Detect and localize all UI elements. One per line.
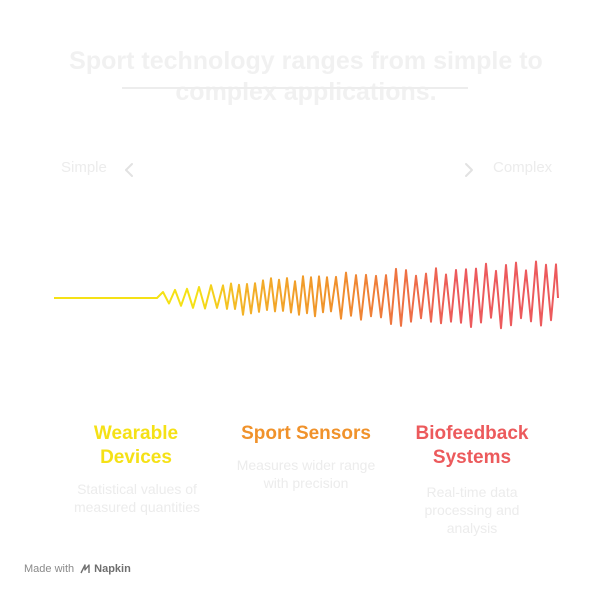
waveform-line: [54, 260, 559, 330]
scale-label-simple: Simple: [61, 159, 107, 176]
title-underline: [122, 87, 468, 89]
scale-label-complex: Complex: [493, 159, 553, 176]
footer-brand-name: Napkin: [94, 563, 131, 575]
category-title-sport-sensors: Sport Sensors: [241, 423, 371, 444]
category-desc-sport-sensors: Measures wider range with precision: [236, 457, 376, 491]
category-desc-wearable-devices: Statistical values of measured quantitie…: [73, 481, 201, 515]
chevron-right-icon: [465, 163, 473, 177]
page-title: Sport technology ranges from simple to c…: [69, 47, 543, 106]
footer-attribution: Made with Napkin: [24, 563, 131, 575]
napkin-logo-icon: [80, 564, 90, 574]
category-desc-biofeedback-systems: Real-time data processing and analysis: [424, 484, 520, 536]
category-title-biofeedback-systems: Biofeedback Systems: [415, 423, 529, 468]
category-title-wearable-devices: Wearable Devices: [93, 423, 179, 468]
chevron-left-icon: [125, 163, 133, 177]
footer-brand: Napkin: [79, 563, 131, 575]
footer-made-with: Made with: [24, 563, 75, 575]
